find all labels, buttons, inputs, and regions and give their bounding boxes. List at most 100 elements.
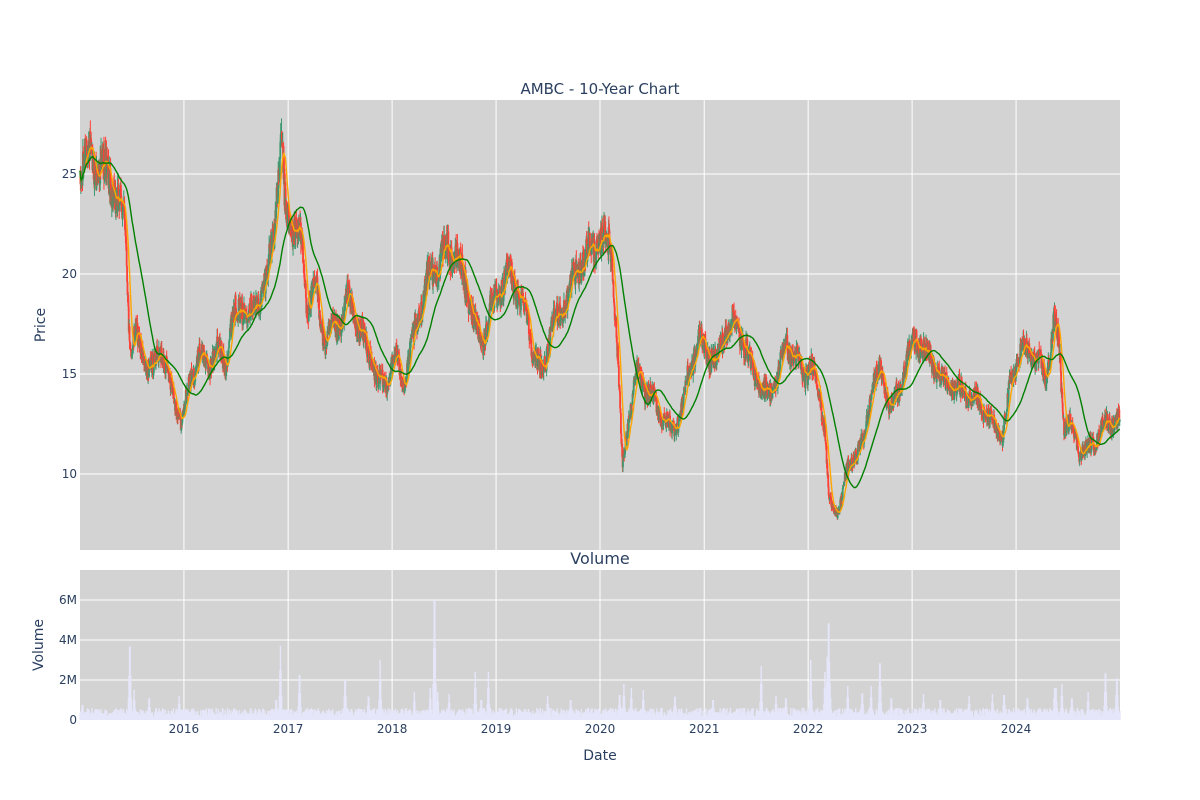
candle-body: [767, 385, 769, 396]
candle-body: [237, 316, 240, 321]
candle-body: [472, 304, 475, 327]
candle-body: [167, 366, 170, 375]
candle-body: [439, 248, 442, 275]
candle-body: [283, 154, 285, 169]
candle-body: [1007, 381, 1010, 398]
candle-body: [940, 384, 942, 386]
candle-body: [942, 372, 945, 383]
candle-body: [883, 381, 885, 387]
candle-body: [324, 344, 327, 355]
candle-body: [175, 401, 178, 415]
candle-body: [841, 488, 844, 498]
candle-body: [1101, 425, 1103, 434]
candle-body: [1098, 429, 1100, 440]
candle-body: [1060, 371, 1063, 392]
candle-body: [321, 321, 324, 335]
candle-body: [795, 347, 798, 357]
price-y-ticks: 10 15 20 25: [62, 167, 77, 481]
candle-body: [677, 420, 680, 428]
candle-body: [409, 338, 412, 362]
candle-body: [622, 460, 624, 468]
candle-body: [1054, 305, 1056, 322]
candle-body: [366, 339, 368, 357]
candle-body: [375, 370, 378, 384]
candle-body: [814, 372, 816, 377]
candle-body: [615, 317, 618, 338]
candle-body: [958, 374, 961, 393]
candle-body: [154, 353, 157, 365]
candle-body: [827, 486, 830, 496]
candle-body: [513, 280, 515, 299]
candle-body: [830, 496, 833, 506]
candle-body: [580, 267, 583, 284]
candle-body: [611, 254, 614, 271]
candle-body: [125, 246, 128, 267]
candle-body: [737, 321, 740, 330]
candle-body: [486, 330, 489, 337]
candle-body: [671, 423, 674, 434]
candle-body: [318, 293, 320, 319]
candle-body: [617, 345, 619, 365]
candle-body: [551, 317, 554, 331]
candle-body: [217, 339, 220, 353]
candle-body: [527, 314, 530, 334]
price-y-tick-label: 15: [62, 367, 77, 381]
candle-body: [228, 328, 231, 340]
candle-body: [126, 266, 128, 282]
candle-body: [620, 433, 623, 444]
candle-body: [980, 403, 983, 415]
candle-body: [406, 356, 409, 374]
candle-body: [126, 281, 129, 296]
candle-body: [772, 387, 775, 393]
price-y-tick-label: 10: [62, 467, 77, 481]
candle-body: [1023, 339, 1026, 346]
candle-body: [977, 390, 980, 407]
candle-body: [518, 294, 521, 305]
candle-body: [332, 313, 335, 323]
candle-body: [741, 340, 744, 344]
candle-body: [885, 407, 888, 409]
candle-body: [468, 308, 470, 314]
candle-body: [608, 238, 611, 251]
candle-body: [87, 145, 90, 158]
candle-body: [733, 310, 735, 318]
candle-body: [825, 446, 828, 464]
candle-body: [731, 318, 733, 331]
candle-body: [109, 168, 112, 185]
candle-body: [620, 413, 622, 434]
candle-body: [619, 408, 622, 414]
candle-body: [1068, 415, 1070, 432]
candle-body: [516, 287, 519, 309]
candle-body: [443, 235, 446, 256]
candle-body: [185, 392, 188, 403]
price-chart-title: AMBC - 10-Year Chart: [520, 80, 679, 98]
candle-body: [389, 373, 392, 385]
candle-body: [537, 352, 539, 367]
candle-body: [421, 303, 424, 317]
candle-body: [890, 395, 893, 404]
candle-body: [479, 327, 482, 336]
candle-body: [665, 418, 668, 428]
candle-body: [779, 352, 782, 370]
candle-body: [241, 301, 244, 325]
candle-body: [917, 345, 920, 349]
candle-body: [819, 391, 822, 408]
candle-body: [603, 215, 605, 244]
candle-body: [765, 377, 768, 386]
candle-body: [1020, 351, 1022, 358]
candle-body: [621, 443, 624, 457]
candle-body: [940, 369, 943, 385]
candle-body: [801, 367, 804, 378]
candle-body: [149, 357, 152, 366]
candle-body: [119, 188, 121, 205]
candle-body: [786, 345, 789, 360]
candle-body: [754, 372, 757, 382]
candle-body: [1092, 443, 1095, 451]
candle-body: [771, 392, 774, 394]
candle-body: [786, 335, 789, 346]
candle-body: [473, 325, 475, 329]
candle-body: [462, 267, 465, 285]
candle-body: [531, 353, 534, 362]
